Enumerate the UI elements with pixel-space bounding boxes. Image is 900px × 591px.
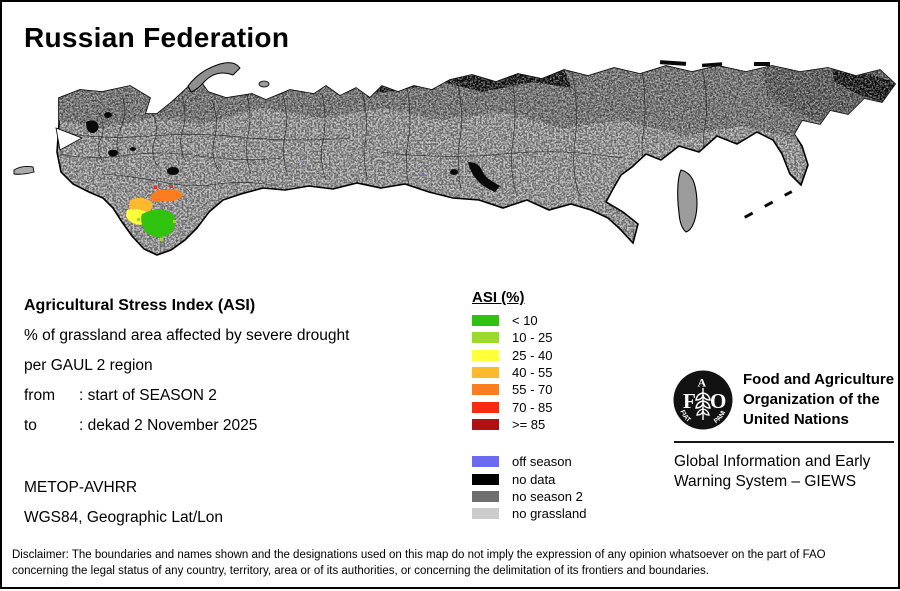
legend-item: 40 - 55 <box>472 364 586 381</box>
sensor-name: METOP-AVHRR <box>24 479 138 496</box>
fao-name-line1: Food and Agriculture <box>743 371 895 388</box>
fao-separator-line <box>674 441 894 443</box>
legend-item: 55 - 70 <box>472 381 586 398</box>
fao-logo-wheat <box>695 388 711 420</box>
legend-swatch <box>472 384 499 396</box>
disclaimer-line1: Disclaimer: The boundaries and names sho… <box>12 549 826 561</box>
kolguyev-island <box>258 80 270 88</box>
legend-swatch <box>472 367 499 379</box>
legend: ASI (%) < 10 10 - 25 25 - 40 40 - 55 55 - 70… <box>472 289 586 522</box>
legend-item: 25 - 40 <box>472 347 586 364</box>
fao-logo: F A O FIAT PANIS <box>672 368 733 430</box>
legend-label: >= 85 <box>512 416 546 432</box>
wrangel-island <box>754 62 770 66</box>
legend-label: 25 - 40 <box>512 347 553 363</box>
sakhalin <box>677 169 698 233</box>
disclaimer: Disclaimer: The boundaries and names sho… <box>12 548 892 579</box>
legend-swatch <box>472 401 499 413</box>
legend-item: >= 85 <box>472 416 586 433</box>
inland-water-and-nodata-patches <box>86 112 500 192</box>
legend-swatch <box>472 473 499 485</box>
legend-swatch <box>472 490 499 502</box>
period-from-row: from : start of SEASON 2 <box>24 381 349 411</box>
giews-line1: Global Information and Early <box>674 453 871 470</box>
legend-label: 55 - 70 <box>512 382 553 398</box>
legend-label: 70 - 85 <box>512 399 553 415</box>
legend-swatch <box>472 508 499 520</box>
to-value: : dekad 2 November 2025 <box>79 417 258 434</box>
asi-description-block: Agricultural Stress Index (ASI) % of gra… <box>24 291 349 441</box>
islands <box>13 60 793 233</box>
legend-item: no data <box>472 470 586 487</box>
asi-line-grassland: % of grassland area affected by severe d… <box>24 327 350 344</box>
page-title: Russian Federation <box>24 22 290 53</box>
legend-label: 40 - 55 <box>512 365 553 381</box>
to-label: to <box>24 417 37 434</box>
period-to-row: to : dekad 2 November 2025 <box>24 411 349 441</box>
gaul2-boundaries <box>59 67 709 197</box>
legend-label: no grassland <box>512 506 587 522</box>
legend-swatch <box>472 332 499 344</box>
asi-legend-items: < 10 10 - 25 25 - 40 40 - 55 55 - 70 70 - 85 >… <box>472 312 586 433</box>
legend-label: no data <box>512 471 556 487</box>
legend-swatch <box>472 456 499 468</box>
legend-item: 10 - 25 <box>472 329 586 346</box>
disclaimer-line2: concerning the legal status of any count… <box>12 564 709 577</box>
sensor-block: METOP-AVHRR WGS84, Geographic Lat/Lon <box>24 473 223 533</box>
lake-baikal <box>468 162 500 192</box>
kuril-islands <box>743 211 754 219</box>
fao-org-name: Food and Agriculture Organization of the… <box>743 370 900 430</box>
fao-logo-letter-f: F <box>683 389 696 413</box>
legend-label: < 10 <box>512 313 538 329</box>
giews-label: Global Information and Early Warning Sys… <box>674 452 900 491</box>
legend-item: no grassland <box>472 505 586 522</box>
from-value: : start of SEASON 2 <box>79 387 217 404</box>
fao-name-line3: United Nations <box>743 411 849 428</box>
legend-swatch <box>472 418 499 430</box>
legend-item: 70 - 85 <box>472 398 586 415</box>
legend-gap <box>472 433 586 453</box>
asi-patch-orange <box>150 189 183 202</box>
new-siberian-islands <box>659 60 687 66</box>
kaliningrad <box>13 165 35 175</box>
legend-item: < 10 <box>472 312 586 329</box>
legend-item: off season <box>472 453 586 470</box>
from-label: from <box>24 387 55 404</box>
asi-colored-regions <box>126 162 424 241</box>
projection-name: WGS84, Geographic Lat/Lon <box>24 509 224 526</box>
status-legend-items: off season no data no season 2 no grassland <box>472 453 586 522</box>
legend-swatch <box>472 315 499 327</box>
legend-label: 10 - 25 <box>512 330 553 346</box>
novaya-zemlya <box>187 62 241 93</box>
asi-line-gaul: per GAUL 2 region <box>24 357 153 374</box>
legend-label: no season 2 <box>512 488 583 504</box>
asi-heading: Agricultural Stress Index (ASI) <box>24 297 256 314</box>
legend-item: no season 2 <box>472 488 586 505</box>
legend-title: ASI (%) <box>472 289 525 306</box>
asi-patch-green <box>141 209 176 238</box>
gulf-of-finland <box>55 127 83 151</box>
legend-label: off season <box>512 454 572 470</box>
fao-name-line2: Organization of the <box>743 391 880 408</box>
giews-line2: Warning System – GIEWS <box>674 472 857 490</box>
fao-logo-letter-o: O <box>710 389 726 413</box>
fao-logo-letter-a: A <box>698 376 707 390</box>
legend-swatch <box>472 349 499 361</box>
